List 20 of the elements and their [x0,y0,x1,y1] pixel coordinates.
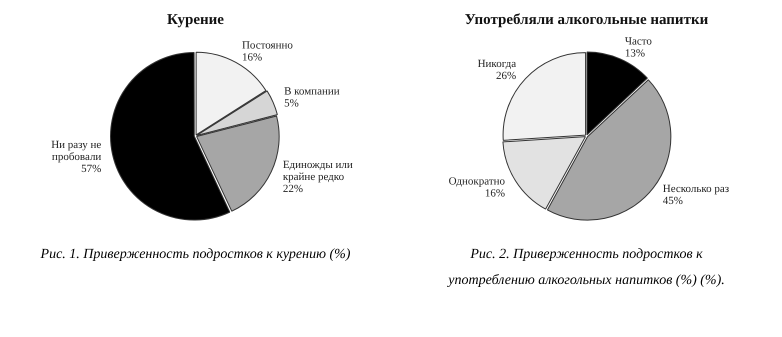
slice-label: Однократно [448,176,506,188]
data-label: 26% [496,70,516,82]
data-label: 45% [662,195,683,208]
slice-label: Ни разу не пробовали [51,138,102,163]
slice-label: Несколько раз [662,183,730,196]
data-label: 16% [484,188,506,200]
data-label: 5% [284,98,299,110]
slice-label: Постоянно [242,39,294,52]
chart-title: Курение [166,12,225,30]
slice-label: В компании [284,86,340,98]
slice-label: Часто [624,35,652,48]
data-label: 22% [282,182,303,195]
text: Рис. 1. Приверженность подростков к курению (%) [40,246,351,264]
chart-title: Употребляли алкогольные напитки [464,12,710,30]
data-label: 13% [624,47,645,60]
text: Рис. 2. Приверженность подростков к употреблению алкогольных напитков (%) (%). [446,246,726,290]
data-label: 16% [242,51,262,64]
data-label: 57% [81,162,102,175]
slice-label: Единожды или крайне редко [282,158,353,183]
slice-label: Никогда [478,58,516,70]
